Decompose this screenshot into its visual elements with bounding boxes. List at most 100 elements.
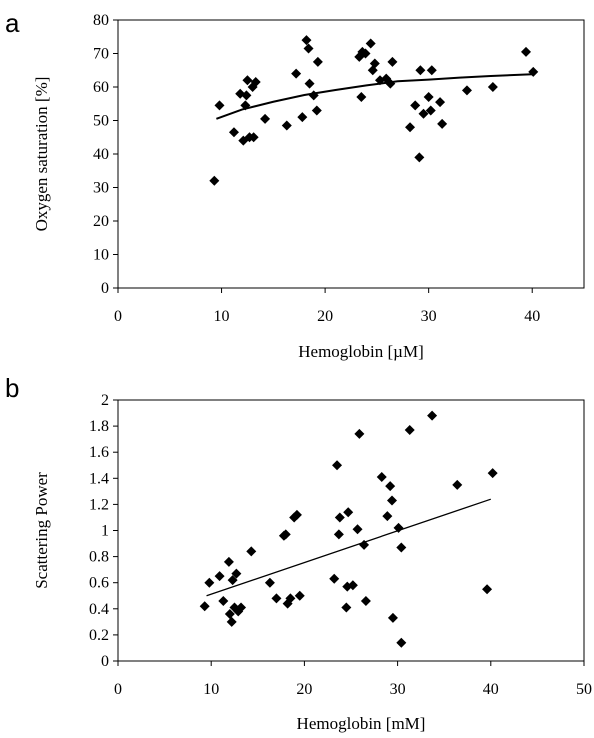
x-tick-label: 0 [114, 681, 122, 698]
data-point [227, 575, 238, 586]
data-point [396, 637, 407, 648]
data-point [260, 113, 271, 124]
x-axis-title: Hemoglobin [µM] [298, 342, 423, 361]
data-point [226, 616, 237, 627]
data-point [487, 468, 498, 479]
y-tick-label: 1.8 [89, 418, 109, 435]
data-point [329, 573, 340, 584]
data-point [291, 509, 302, 520]
data-point [528, 66, 539, 77]
y-axis-title: Scattering Power [32, 472, 51, 589]
data-point [334, 512, 345, 523]
data-point [347, 580, 358, 591]
y-tick-label: 60 [93, 79, 109, 96]
data-point [437, 118, 448, 129]
x-tick-label: 20 [317, 308, 333, 325]
y-tick-label: 1.2 [89, 496, 109, 513]
data-point [360, 595, 371, 606]
data-point [354, 428, 365, 439]
data-point [231, 568, 242, 579]
data-point [301, 35, 312, 46]
x-tick-label: 10 [203, 681, 219, 698]
panel-letter: a [5, 8, 20, 38]
y-tick-label: 0.4 [89, 601, 109, 618]
y-tick-label: 1.6 [89, 444, 109, 461]
data-point [461, 85, 472, 96]
data-point [297, 112, 308, 123]
data-point [285, 593, 296, 604]
data-point [240, 100, 251, 111]
y-tick-label: 1 [101, 523, 109, 540]
data-point [393, 522, 404, 533]
data-point [291, 68, 302, 79]
data-point [224, 609, 235, 620]
data-point [271, 593, 282, 604]
y-tick-label: 1.4 [89, 470, 109, 487]
data-point [356, 92, 367, 103]
data-point [382, 511, 393, 522]
x-tick-label: 10 [214, 308, 230, 325]
data-point [521, 46, 532, 57]
data-point [332, 460, 343, 471]
data-point [425, 105, 436, 116]
data-point [304, 78, 315, 89]
x-tick-label: 50 [576, 681, 592, 698]
data-point [427, 410, 438, 421]
panel-letter: b [5, 373, 19, 403]
data-point [387, 495, 398, 506]
data-point [303, 43, 314, 54]
y-axis-title: Oxygen saturation [%] [32, 77, 51, 232]
x-axis-title: Hemoglobin [mM] [297, 714, 426, 733]
data-point [311, 105, 322, 116]
data-point [214, 571, 225, 582]
data-point [352, 524, 363, 535]
data-point [264, 577, 275, 588]
data-point [487, 82, 498, 92]
data-point [418, 108, 429, 119]
data-point [312, 56, 323, 67]
data-point [405, 122, 416, 133]
trend-line [216, 73, 533, 120]
y-tick-label: 0 [101, 653, 109, 670]
data-point [415, 65, 426, 76]
trend-line [206, 498, 492, 597]
data-point [423, 92, 434, 103]
data-point [246, 546, 257, 557]
data-point [214, 100, 225, 111]
data-point [343, 507, 354, 518]
data-point [280, 529, 291, 540]
y-tick-label: 30 [93, 180, 109, 197]
data-point [369, 58, 380, 69]
data-point [294, 590, 305, 601]
data-point [250, 76, 261, 87]
x-tick-label: 40 [483, 681, 499, 698]
y-tick-label: 20 [93, 213, 109, 230]
data-point [376, 471, 387, 482]
data-point [242, 75, 253, 86]
data-point [426, 65, 437, 76]
y-tick-label: 70 [93, 46, 109, 63]
data-point [209, 175, 220, 186]
data-point [404, 425, 415, 436]
y-tick-label: 0 [101, 280, 109, 297]
data-point [341, 602, 352, 613]
data-point [223, 556, 234, 567]
data-point [281, 120, 292, 131]
x-tick-label: 40 [524, 308, 540, 325]
data-point [387, 56, 398, 67]
data-point [414, 152, 425, 163]
data-point [218, 595, 229, 606]
data-point [396, 542, 407, 553]
data-point [385, 78, 396, 89]
y-tick-label: 2 [101, 392, 109, 409]
data-point [333, 529, 344, 540]
data-point [236, 602, 247, 613]
data-point [228, 127, 239, 138]
data-point [482, 584, 493, 595]
data-point [435, 97, 446, 108]
x-tick-label: 30 [390, 681, 406, 698]
panel-b: 00.20.40.60.811.21.41.61.820 10 20 30 40 50He… [5, 373, 592, 733]
x-tick-label: 0 [114, 308, 122, 325]
y-tick-label: 0.6 [89, 575, 109, 592]
